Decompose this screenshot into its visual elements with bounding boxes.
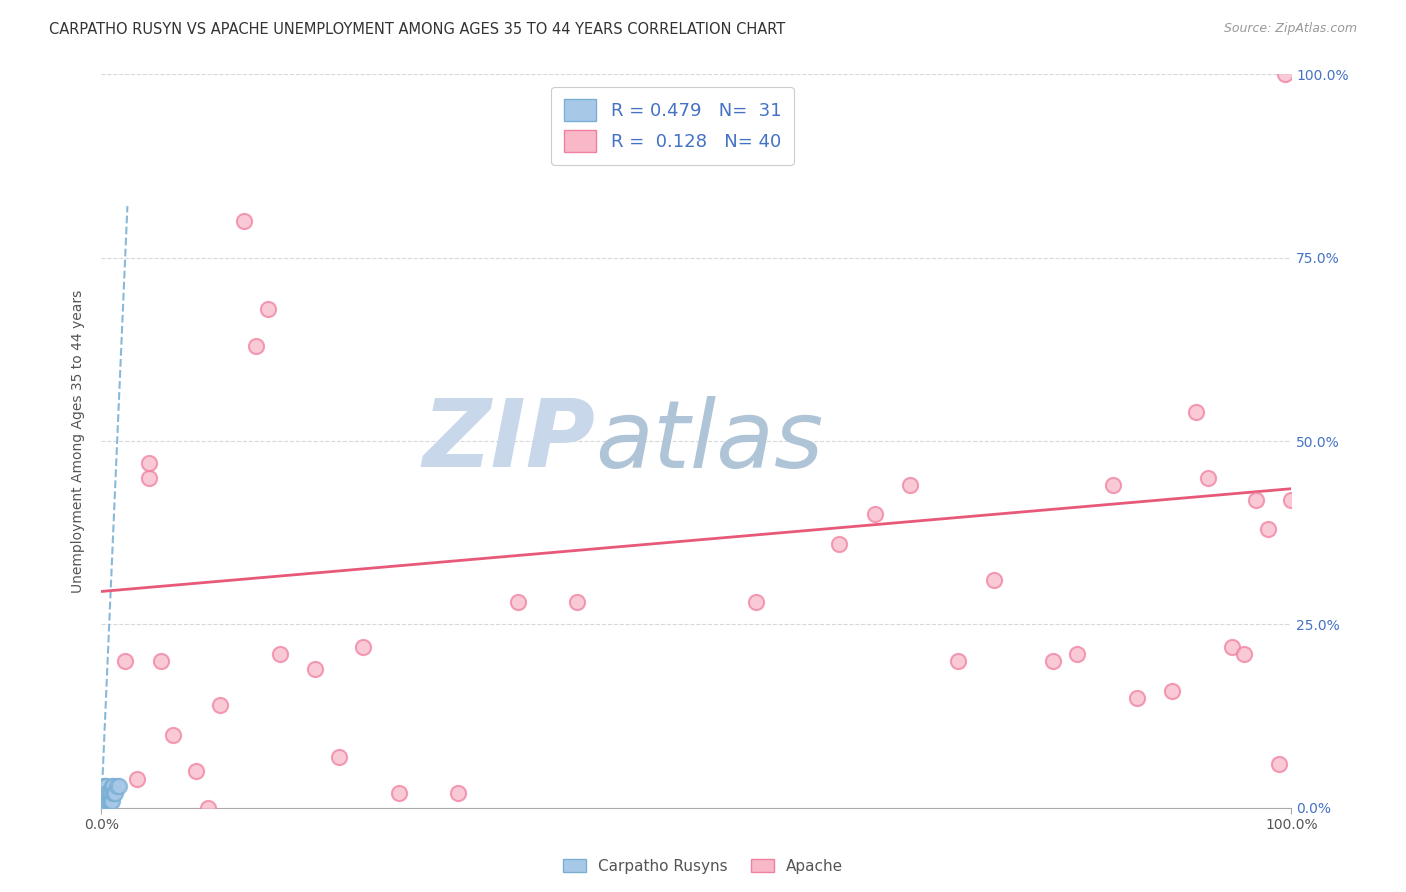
Point bbox=[96, 786, 118, 800]
Legend: Carpatho Rusyns, Apache: Carpatho Rusyns, Apache bbox=[557, 853, 849, 880]
Point bbox=[101, 779, 124, 793]
Point bbox=[94, 786, 117, 800]
Point bbox=[304, 661, 326, 675]
Point bbox=[105, 779, 128, 793]
Point bbox=[567, 595, 589, 609]
Point bbox=[96, 801, 118, 815]
Text: ZIP: ZIP bbox=[422, 395, 595, 487]
Point bbox=[149, 654, 172, 668]
Point bbox=[100, 794, 122, 808]
Point bbox=[93, 801, 115, 815]
Point bbox=[388, 786, 411, 800]
Point bbox=[114, 654, 136, 668]
Point bbox=[245, 338, 267, 352]
Y-axis label: Unemployment Among Ages 35 to 44 years: Unemployment Among Ages 35 to 44 years bbox=[72, 289, 86, 592]
Point bbox=[125, 772, 148, 786]
Point bbox=[1279, 492, 1302, 507]
Text: Source: ZipAtlas.com: Source: ZipAtlas.com bbox=[1223, 22, 1357, 36]
Point bbox=[209, 698, 232, 713]
Point bbox=[100, 786, 122, 800]
Point bbox=[1066, 647, 1088, 661]
Point bbox=[94, 794, 117, 808]
Point bbox=[983, 574, 1005, 588]
Point bbox=[900, 478, 922, 492]
Point bbox=[162, 728, 184, 742]
Point bbox=[91, 786, 114, 800]
Point bbox=[328, 749, 350, 764]
Point bbox=[93, 786, 115, 800]
Point bbox=[108, 779, 131, 793]
Point bbox=[138, 471, 160, 485]
Point bbox=[745, 595, 768, 609]
Point bbox=[91, 801, 114, 815]
Point bbox=[96, 794, 118, 808]
Point bbox=[97, 794, 120, 808]
Point bbox=[94, 794, 117, 808]
Point bbox=[1125, 690, 1147, 705]
Point bbox=[1244, 492, 1267, 507]
Point bbox=[863, 508, 886, 522]
Point bbox=[94, 801, 117, 815]
Text: CARPATHO RUSYN VS APACHE UNEMPLOYMENT AMONG AGES 35 TO 44 YEARS CORRELATION CHAR: CARPATHO RUSYN VS APACHE UNEMPLOYMENT AM… bbox=[49, 22, 786, 37]
Point bbox=[1268, 756, 1291, 771]
Legend: R = 0.479   N=  31, R =  0.128   N= 40: R = 0.479 N= 31, R = 0.128 N= 40 bbox=[551, 87, 794, 165]
Point bbox=[138, 456, 160, 470]
Point bbox=[98, 794, 121, 808]
Point bbox=[1220, 640, 1243, 654]
Point bbox=[447, 786, 470, 800]
Point bbox=[94, 786, 117, 800]
Point bbox=[233, 214, 256, 228]
Point bbox=[1197, 471, 1219, 485]
Point bbox=[1233, 647, 1256, 661]
Point bbox=[506, 595, 529, 609]
Point bbox=[186, 764, 208, 779]
Point bbox=[256, 301, 278, 316]
Point bbox=[101, 794, 124, 808]
Point bbox=[104, 786, 127, 800]
Point bbox=[352, 640, 374, 654]
Point bbox=[101, 786, 124, 800]
Point bbox=[1257, 522, 1279, 536]
Point bbox=[1161, 683, 1184, 698]
Point bbox=[1101, 478, 1123, 492]
Point bbox=[1274, 67, 1296, 81]
Point bbox=[94, 779, 117, 793]
Point bbox=[1042, 654, 1064, 668]
Point bbox=[93, 794, 115, 808]
Point bbox=[946, 654, 969, 668]
Point bbox=[101, 779, 124, 793]
Point bbox=[103, 786, 125, 800]
Point bbox=[269, 647, 291, 661]
Point bbox=[1185, 404, 1208, 418]
Text: atlas: atlas bbox=[595, 395, 824, 486]
Point bbox=[91, 794, 114, 808]
Point bbox=[94, 779, 117, 793]
Point bbox=[828, 537, 851, 551]
Point bbox=[93, 779, 115, 793]
Point bbox=[98, 786, 121, 800]
Point bbox=[97, 786, 120, 800]
Point bbox=[197, 801, 219, 815]
